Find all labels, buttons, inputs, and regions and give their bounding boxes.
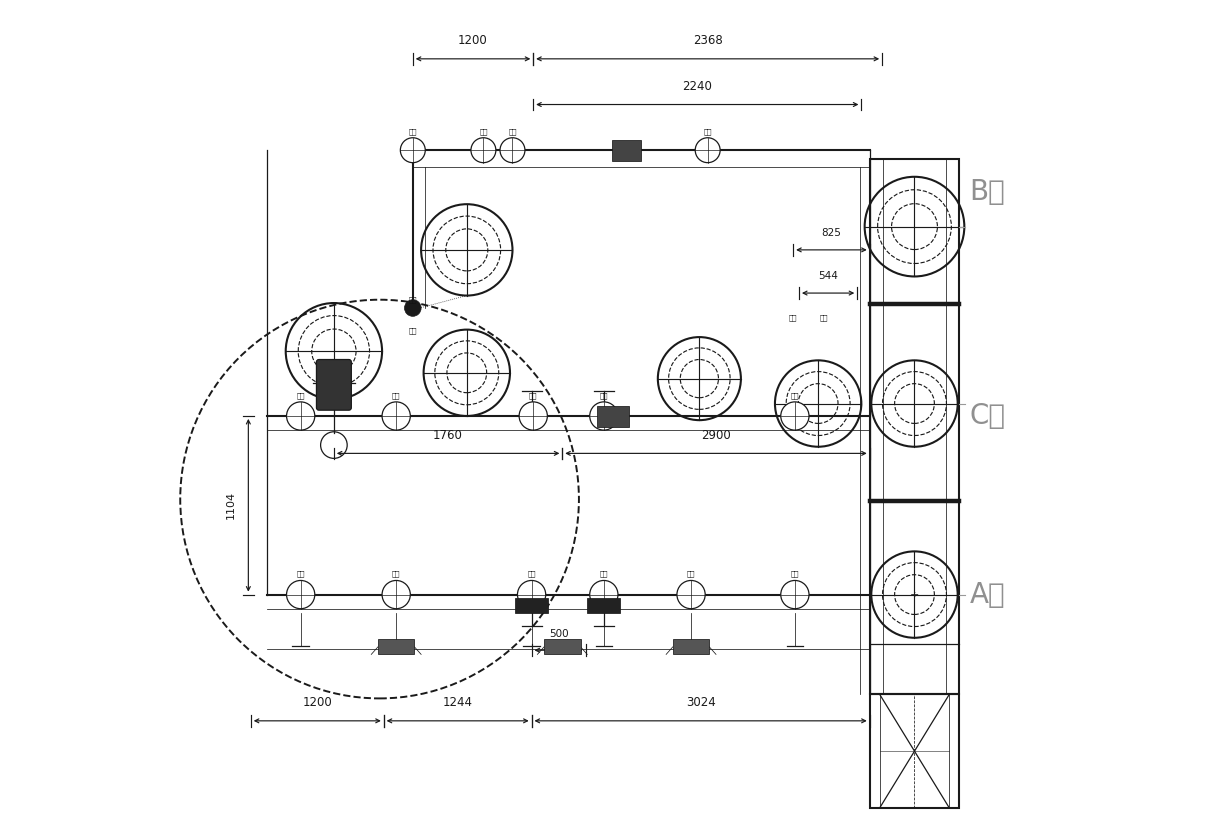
Text: 1104: 1104	[226, 491, 236, 519]
Circle shape	[400, 138, 426, 163]
Bar	[514, 598, 548, 613]
Text: 无槽: 无槽	[790, 571, 799, 577]
Text: 825: 825	[822, 228, 841, 238]
Text: 无槽: 无槽	[820, 314, 828, 321]
Text: ÷: ÷	[910, 590, 919, 600]
Bar	[378, 640, 415, 655]
Text: A相: A相	[969, 581, 1004, 608]
Circle shape	[781, 581, 809, 609]
Circle shape	[321, 432, 348, 458]
Text: 2900: 2900	[702, 428, 731, 442]
Circle shape	[696, 138, 720, 163]
Text: 无槽: 无槽	[687, 571, 696, 577]
Text: 无槽: 无槽	[599, 392, 608, 399]
Circle shape	[382, 402, 410, 430]
Bar	[869, 159, 959, 694]
Text: 1200: 1200	[303, 696, 332, 709]
Text: 无槽: 无槽	[529, 392, 537, 399]
Circle shape	[500, 138, 525, 163]
Text: 无槽: 无槽	[479, 129, 488, 136]
Text: 无槽: 无槽	[409, 296, 417, 303]
Circle shape	[287, 402, 315, 430]
Text: C相: C相	[969, 402, 1006, 430]
Bar	[544, 640, 580, 655]
Text: 3024: 3024	[686, 696, 715, 709]
Circle shape	[677, 581, 705, 609]
FancyBboxPatch shape	[316, 359, 351, 410]
Text: 无槽: 无槽	[790, 392, 799, 399]
Text: B相: B相	[969, 178, 1006, 206]
Bar	[879, 694, 950, 808]
Text: 无槽: 无槽	[297, 571, 305, 577]
Circle shape	[590, 581, 618, 609]
Circle shape	[590, 402, 618, 430]
Text: 无槽: 无槽	[409, 327, 417, 334]
Circle shape	[287, 581, 315, 609]
Text: 544: 544	[818, 271, 838, 281]
Circle shape	[382, 581, 410, 609]
Text: 无槽: 无槽	[297, 392, 305, 399]
Text: 500: 500	[548, 629, 568, 639]
Text: 1760: 1760	[433, 428, 463, 442]
Bar	[597, 406, 629, 427]
Bar	[612, 141, 641, 161]
Bar	[587, 598, 620, 613]
Text: 1244: 1244	[443, 696, 473, 709]
Text: 无槽: 无槽	[392, 571, 400, 577]
Text: 2240: 2240	[682, 80, 713, 93]
Text: 无槽: 无槽	[599, 571, 608, 577]
Circle shape	[405, 300, 421, 316]
Bar	[672, 640, 709, 655]
Text: 无槽: 无槽	[392, 392, 400, 399]
Text: 无槽: 无槽	[703, 129, 711, 136]
Text: 无槽: 无槽	[789, 314, 798, 321]
Text: 无槽: 无槽	[409, 129, 417, 136]
Circle shape	[471, 138, 496, 163]
Circle shape	[518, 581, 546, 609]
Text: 无槽: 无槽	[528, 571, 536, 577]
Circle shape	[519, 402, 547, 430]
Text: 无槽: 无槽	[508, 129, 517, 136]
Bar	[869, 694, 959, 808]
Circle shape	[781, 402, 809, 430]
Text: 2368: 2368	[693, 34, 722, 47]
Text: 1200: 1200	[458, 34, 488, 47]
